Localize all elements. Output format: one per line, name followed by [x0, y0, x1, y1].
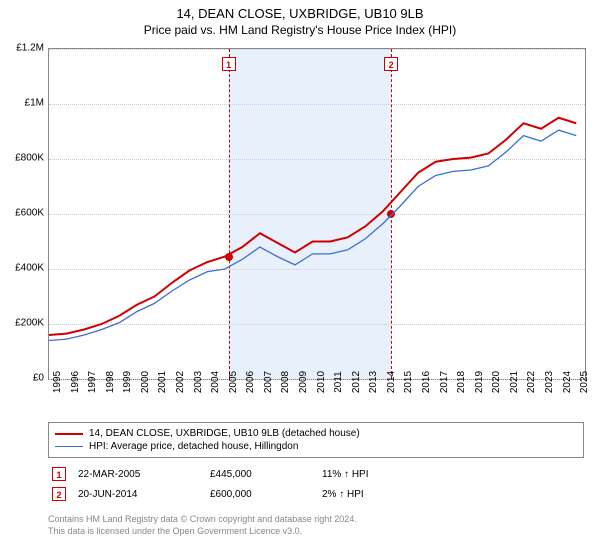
y-tick-label: £400K [15, 263, 44, 274]
x-tick-label: 2007 [263, 371, 274, 393]
x-tick-label: 2019 [474, 371, 485, 393]
y-tick-label: £800K [15, 153, 44, 164]
y-tick-label: £600K [15, 208, 44, 219]
x-tick-label: 2015 [403, 371, 414, 393]
transaction-row: 2 20-JUN-2014 £600,000 2% ↑ HPI [48, 484, 584, 504]
x-tick-label: 1998 [105, 371, 116, 393]
x-tick-label: 1999 [122, 371, 133, 393]
x-tick-label: 2001 [157, 371, 168, 393]
y-tick-label: £1.2M [16, 43, 44, 54]
tx-hpi: 11% ↑ HPI [322, 469, 422, 480]
y-tick-label: £1M [25, 98, 44, 109]
legend-row: HPI: Average price, detached house, Hill… [55, 440, 577, 453]
x-tick-label: 2018 [456, 371, 467, 393]
chart-title: 14, DEAN CLOSE, UXBRIDGE, UB10 9LB [0, 0, 600, 21]
x-tick-label: 2014 [386, 371, 397, 393]
y-tick-label: £0 [33, 373, 44, 384]
x-tick-label: 2003 [193, 371, 204, 393]
legend-label: 14, DEAN CLOSE, UXBRIDGE, UB10 9LB (deta… [89, 428, 360, 439]
x-tick-label: 2009 [298, 371, 309, 393]
y-tick-label: £200K [15, 318, 44, 329]
series-property [49, 118, 576, 335]
x-tick-label: 2004 [210, 371, 221, 393]
series-hpi [49, 130, 576, 340]
x-tick-label: 2000 [140, 371, 151, 393]
x-tick-label: 2008 [280, 371, 291, 393]
x-tick-label: 1997 [87, 371, 98, 393]
chart-plot-area: 12 [48, 48, 586, 380]
legend-label: HPI: Average price, detached house, Hill… [89, 441, 298, 452]
legend-swatch [55, 446, 83, 447]
x-tick-label: 2005 [228, 371, 239, 393]
footer-line-2: This data is licensed under the Open Gov… [48, 526, 584, 538]
legend: 14, DEAN CLOSE, UXBRIDGE, UB10 9LB (deta… [48, 422, 584, 458]
tx-date: 22-MAR-2005 [78, 469, 198, 480]
chart-subtitle: Price paid vs. HM Land Registry's House … [0, 21, 600, 37]
x-tick-label: 2010 [316, 371, 327, 393]
x-tick-label: 2011 [333, 371, 344, 393]
series-lines [49, 49, 585, 379]
chart-container: 14, DEAN CLOSE, UXBRIDGE, UB10 9LB Price… [0, 0, 600, 560]
tx-date: 20-JUN-2014 [78, 489, 198, 500]
x-tick-label: 1995 [52, 371, 63, 393]
transactions-table: 1 22-MAR-2005 £445,000 11% ↑ HPI 2 20-JUN-201… [48, 464, 584, 504]
tx-price: £445,000 [210, 469, 310, 480]
x-tick-label: 2016 [421, 371, 432, 393]
footer-line-1: Contains HM Land Registry data © Crown c… [48, 514, 584, 526]
x-tick-label: 2017 [439, 371, 450, 393]
x-tick-label: 2020 [491, 371, 502, 393]
x-tick-label: 2024 [562, 371, 573, 393]
tx-hpi: 2% ↑ HPI [322, 489, 422, 500]
legend-row: 14, DEAN CLOSE, UXBRIDGE, UB10 9LB (deta… [55, 427, 577, 440]
legend-swatch [55, 433, 83, 435]
x-tick-label: 2022 [526, 371, 537, 393]
x-tick-label: 1996 [70, 371, 81, 393]
x-tick-label: 2002 [175, 371, 186, 393]
tx-price: £600,000 [210, 489, 310, 500]
x-tick-label: 2023 [544, 371, 555, 393]
x-tick-label: 2021 [509, 371, 520, 393]
x-tick-label: 2025 [579, 371, 590, 393]
x-tick-label: 2006 [245, 371, 256, 393]
x-tick-label: 2013 [368, 371, 379, 393]
x-tick-label: 2012 [351, 371, 362, 393]
footer-attribution: Contains HM Land Registry data © Crown c… [48, 514, 584, 537]
tx-marker: 2 [52, 487, 66, 501]
transaction-row: 1 22-MAR-2005 £445,000 11% ↑ HPI [48, 464, 584, 484]
tx-marker: 1 [52, 467, 66, 481]
